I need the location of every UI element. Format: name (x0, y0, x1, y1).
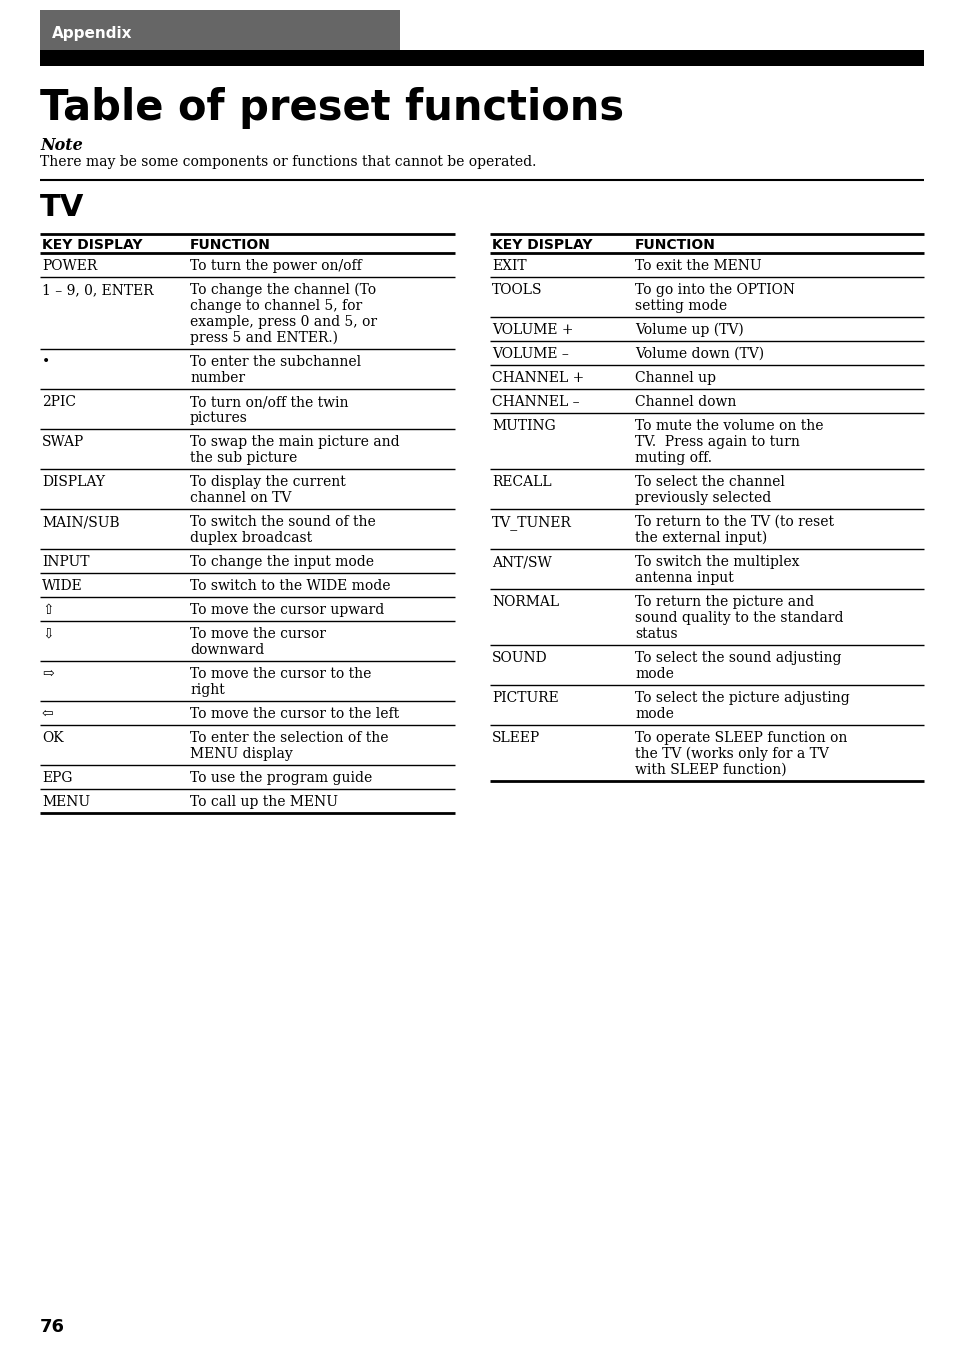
Text: DISPLAY: DISPLAY (42, 475, 105, 489)
Text: RECALL: RECALL (492, 475, 551, 489)
Text: To select the channel: To select the channel (635, 475, 784, 489)
Text: KEY DISPLAY: KEY DISPLAY (492, 237, 592, 252)
Text: downward: downward (190, 643, 264, 657)
Text: EXIT: EXIT (492, 259, 526, 273)
Text: 2PIC: 2PIC (42, 395, 76, 408)
Text: To move the cursor to the: To move the cursor to the (190, 668, 371, 681)
Text: NORMAL: NORMAL (492, 594, 558, 609)
Text: Volume up (TV): Volume up (TV) (635, 323, 743, 337)
Text: MUTING: MUTING (492, 419, 556, 433)
Text: ⇧: ⇧ (42, 603, 53, 617)
Text: SOUND: SOUND (492, 651, 547, 665)
Text: MENU: MENU (42, 795, 90, 809)
Text: OK: OK (42, 731, 64, 745)
Text: To move the cursor upward: To move the cursor upward (190, 603, 384, 617)
Text: the TV (works only for a TV: the TV (works only for a TV (635, 746, 828, 761)
Text: EPG: EPG (42, 771, 72, 784)
Text: To switch the sound of the: To switch the sound of the (190, 516, 375, 529)
Text: Table of preset functions: Table of preset functions (40, 87, 623, 129)
Text: To exit the MENU: To exit the MENU (635, 259, 760, 273)
Text: mode: mode (635, 707, 673, 721)
Text: MAIN/SUB: MAIN/SUB (42, 516, 119, 529)
Text: SLEEP: SLEEP (492, 731, 539, 745)
Text: antenna input: antenna input (635, 571, 733, 585)
Text: To go into the OPTION: To go into the OPTION (635, 284, 794, 297)
Text: ANT/SW: ANT/SW (492, 555, 551, 569)
Text: CHANNEL +: CHANNEL + (492, 370, 583, 385)
Text: There may be some components or functions that cannot be operated.: There may be some components or function… (40, 155, 536, 170)
Text: To return the picture and: To return the picture and (635, 594, 813, 609)
Text: To operate SLEEP function on: To operate SLEEP function on (635, 731, 846, 745)
Text: MENU display: MENU display (190, 746, 293, 761)
Text: the sub picture: the sub picture (190, 451, 297, 465)
Text: change to channel 5, for: change to channel 5, for (190, 299, 362, 313)
Text: To display the current: To display the current (190, 475, 345, 489)
Text: the external input): the external input) (635, 531, 766, 546)
Text: pictures: pictures (190, 411, 248, 425)
Text: To turn the power on/off: To turn the power on/off (190, 259, 361, 273)
Text: To enter the selection of the: To enter the selection of the (190, 731, 388, 745)
Text: ⇦: ⇦ (42, 707, 53, 721)
Text: Note: Note (40, 137, 83, 153)
Text: To return to the TV (to reset: To return to the TV (to reset (635, 516, 833, 529)
Text: previously selected: previously selected (635, 491, 770, 505)
Text: 76: 76 (40, 1318, 65, 1337)
Text: To call up the MENU: To call up the MENU (190, 795, 337, 809)
Text: To mute the volume on the: To mute the volume on the (635, 419, 822, 433)
Text: To swap the main picture and: To swap the main picture and (190, 436, 399, 449)
Text: •: • (42, 356, 51, 369)
Text: with SLEEP function): with SLEEP function) (635, 763, 786, 778)
Text: To turn on/off the twin: To turn on/off the twin (190, 395, 348, 408)
Text: status: status (635, 627, 677, 641)
Text: sound quality to the standard: sound quality to the standard (635, 611, 842, 626)
Bar (40, 9, 399, 50)
Text: press 5 and ENTER.): press 5 and ENTER.) (190, 331, 337, 345)
Text: TV.  Press again to turn: TV. Press again to turn (635, 436, 799, 449)
Text: FUNCTION: FUNCTION (635, 237, 715, 252)
Text: TV_TUNER: TV_TUNER (492, 516, 571, 529)
Text: To select the sound adjusting: To select the sound adjusting (635, 651, 841, 665)
Text: ⇨: ⇨ (42, 668, 53, 681)
Text: TV: TV (40, 193, 84, 223)
Text: mode: mode (635, 668, 673, 681)
Text: To enter the subchannel: To enter the subchannel (190, 356, 361, 369)
Text: ⇩: ⇩ (42, 627, 53, 641)
Bar (40, 50, 923, 66)
Text: To switch to the WIDE mode: To switch to the WIDE mode (190, 579, 390, 593)
Text: TOOLS: TOOLS (492, 284, 542, 297)
Text: Channel down: Channel down (635, 395, 736, 408)
Text: To switch the multiplex: To switch the multiplex (635, 555, 799, 569)
Text: duplex broadcast: duplex broadcast (190, 531, 312, 546)
Text: To use the program guide: To use the program guide (190, 771, 372, 784)
Text: To move the cursor: To move the cursor (190, 627, 326, 641)
Text: channel on TV: channel on TV (190, 491, 291, 505)
Text: 1 – 9, 0, ENTER: 1 – 9, 0, ENTER (42, 284, 153, 297)
Text: example, press 0 and 5, or: example, press 0 and 5, or (190, 315, 376, 328)
Text: To change the input mode: To change the input mode (190, 555, 374, 569)
Text: Volume down (TV): Volume down (TV) (635, 347, 763, 361)
Text: POWER: POWER (42, 259, 97, 273)
Text: Appendix: Appendix (52, 26, 132, 41)
Text: FUNCTION: FUNCTION (190, 237, 271, 252)
Text: To move the cursor to the left: To move the cursor to the left (190, 707, 398, 721)
Text: muting off.: muting off. (635, 451, 711, 465)
Text: To select the picture adjusting: To select the picture adjusting (635, 691, 849, 706)
Text: To change the channel (To: To change the channel (To (190, 282, 375, 297)
Text: number: number (190, 370, 245, 385)
Text: right: right (190, 683, 225, 697)
Text: SWAP: SWAP (42, 436, 84, 449)
Text: VOLUME –: VOLUME – (492, 347, 568, 361)
Text: KEY DISPLAY: KEY DISPLAY (42, 237, 142, 252)
Text: INPUT: INPUT (42, 555, 90, 569)
Text: Channel up: Channel up (635, 370, 716, 385)
Text: PICTURE: PICTURE (492, 691, 558, 706)
Text: setting mode: setting mode (635, 299, 726, 313)
Text: WIDE: WIDE (42, 579, 83, 593)
Text: VOLUME +: VOLUME + (492, 323, 573, 337)
Text: CHANNEL –: CHANNEL – (492, 395, 579, 408)
